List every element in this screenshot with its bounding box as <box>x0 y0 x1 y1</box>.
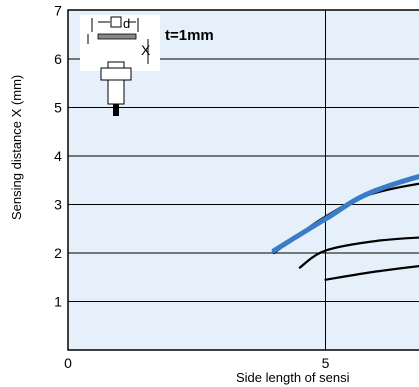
x-tick-labels: 0510152025303 <box>64 355 330 371</box>
y-tick-label: 1 <box>54 294 62 310</box>
y-tick-label: 2 <box>54 245 62 261</box>
y-axis-label: Sensing distance X (mm) <box>9 75 24 220</box>
y-tick-label: 7 <box>54 3 62 19</box>
sensor-diagram: d X <box>80 15 160 116</box>
thickness-annotation: t=1mm <box>165 27 214 44</box>
series-group <box>271 173 419 281</box>
target-square-icon <box>110 16 122 28</box>
x-tick-label: 0 <box>64 355 72 371</box>
inset-x-label: X <box>141 42 151 58</box>
y-tick-label: 4 <box>54 148 62 164</box>
inset-d-label: d <box>123 16 130 31</box>
x-axis-label: Side length of sensi <box>236 370 350 385</box>
series-line-2 <box>272 182 419 255</box>
series-line-1 <box>271 173 419 254</box>
sensor-body <box>107 79 125 105</box>
y-tick-labels: 1 2 3 4 5 6 7 <box>54 3 62 310</box>
x-tick-label: 5 <box>322 355 330 371</box>
sensor-cable <box>113 104 119 116</box>
sensor-nut <box>100 67 132 81</box>
y-tick-label: 6 <box>54 51 62 67</box>
series-line-3 <box>298 236 419 269</box>
y-tick-label: 3 <box>54 197 62 213</box>
target-plate <box>97 33 137 40</box>
y-tick-label: 5 <box>54 100 62 116</box>
sensor-head <box>107 61 125 69</box>
